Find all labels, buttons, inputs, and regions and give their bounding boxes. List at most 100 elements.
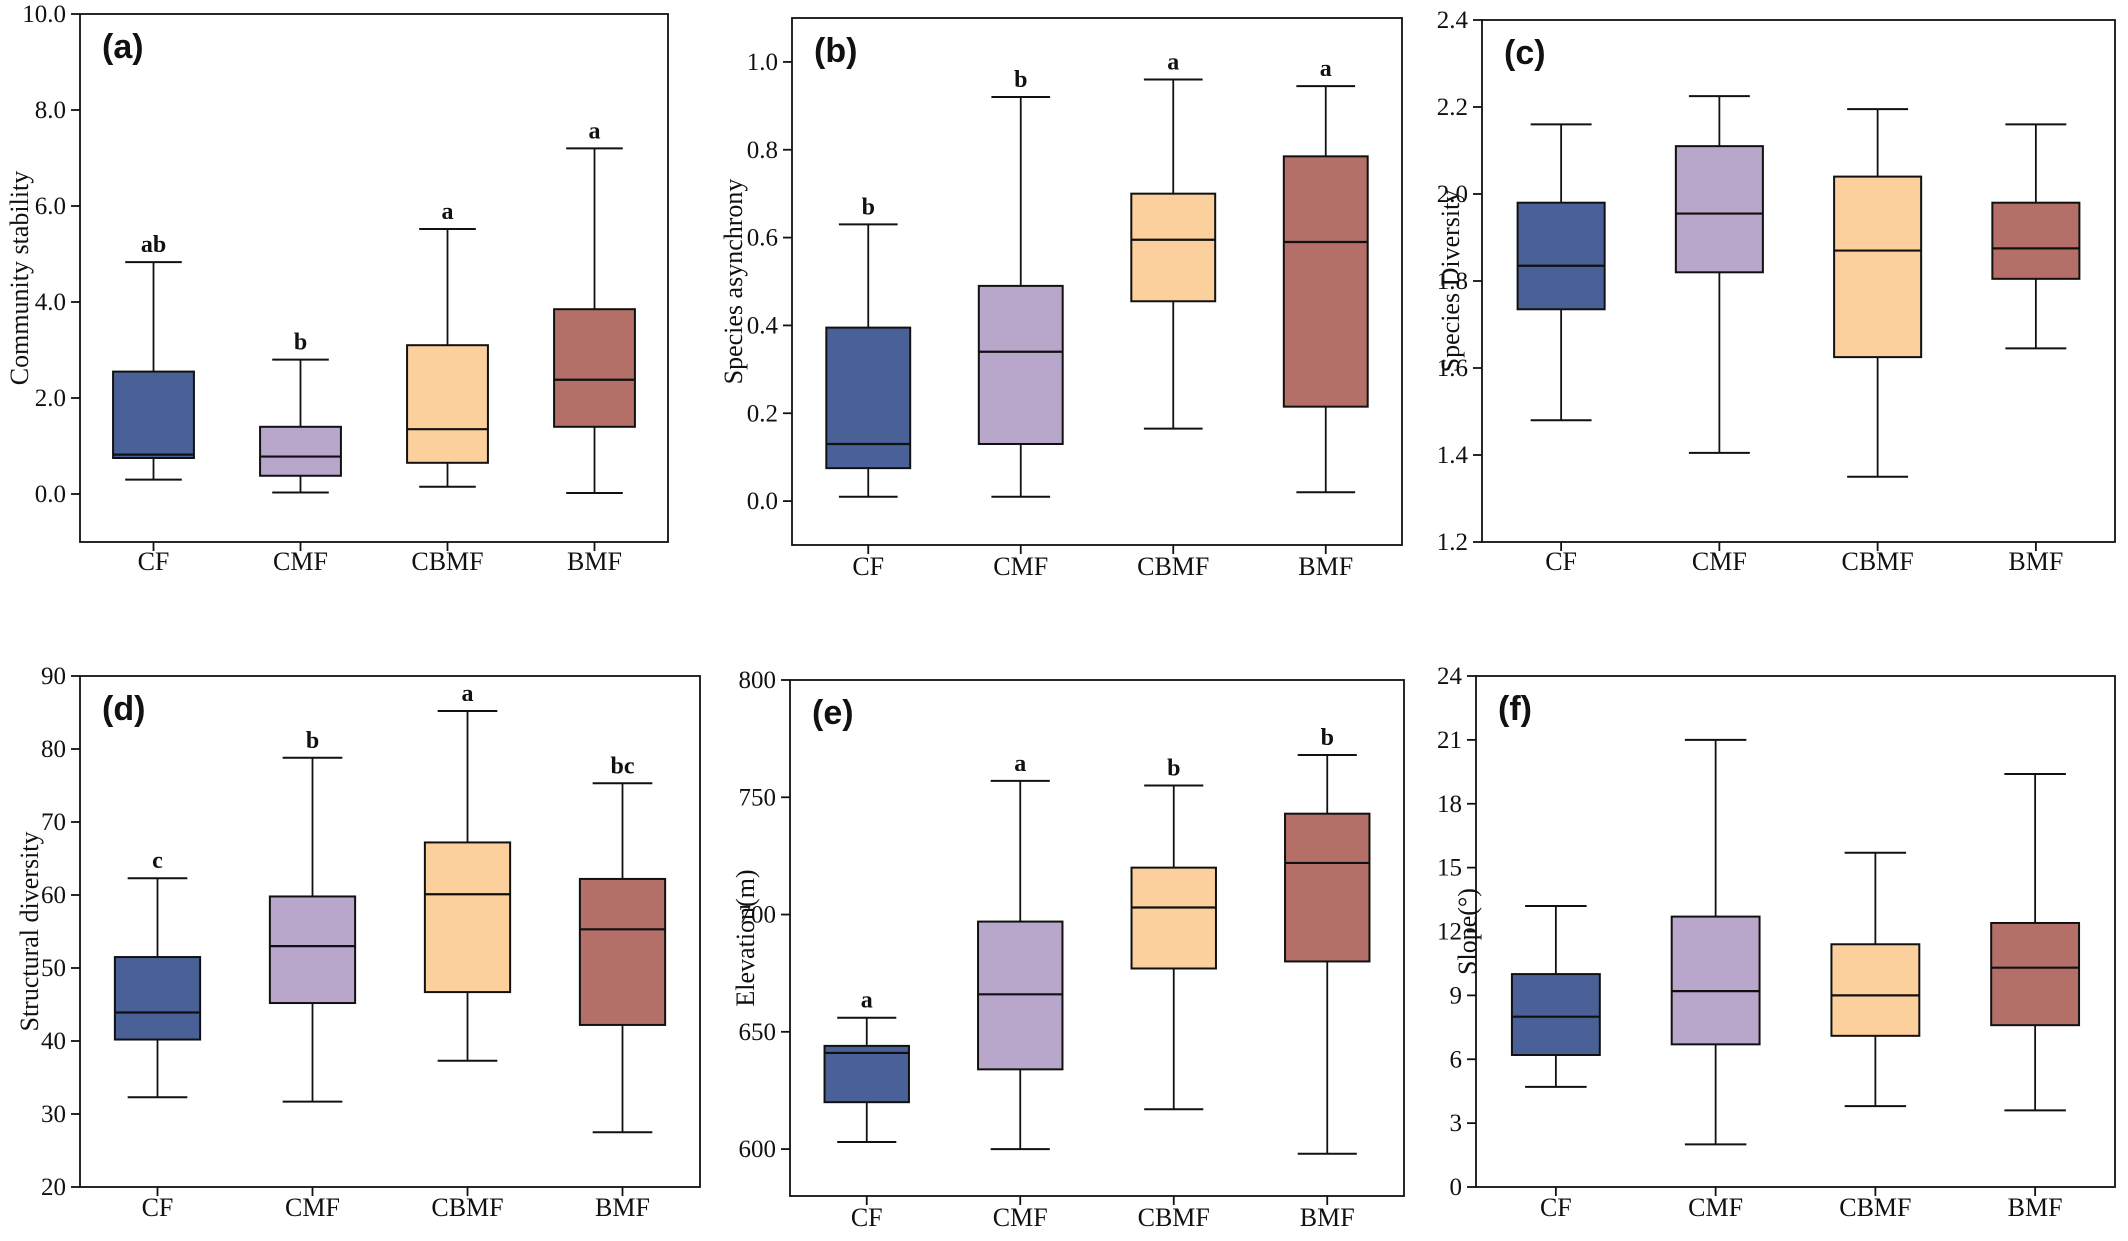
x-category-label: CF	[142, 1193, 174, 1222]
iqr-box	[1991, 201, 2081, 280]
box-bmf: BMF	[1991, 123, 2081, 576]
y-tick-label: 3	[1450, 1110, 1463, 1137]
x-category-label: CF	[1545, 547, 1577, 576]
y-tick-label: 90	[41, 663, 66, 690]
x-category-label: CBMF	[1841, 547, 1913, 576]
box-cf: CF	[1516, 123, 1606, 576]
x-category-label: BMF	[2008, 547, 2063, 576]
y-tick-label: 1.2	[1437, 529, 1468, 556]
y-tick-label: 8.0	[35, 97, 66, 124]
y-axis-title: Community stability	[5, 171, 34, 386]
iqr-box	[578, 877, 667, 1026]
iqr-box	[1674, 145, 1764, 274]
significance-label: b	[862, 194, 875, 220]
box-cmf: b CMF	[259, 330, 342, 576]
x-category-label: CMF	[285, 1193, 340, 1222]
y-tick-label: 15	[1437, 855, 1462, 882]
iqr-box	[423, 841, 512, 994]
box-cf: ab CF	[112, 232, 195, 576]
box-cbmf: a CBMF	[406, 199, 489, 576]
box-cmf: CMF	[1674, 95, 1764, 576]
iqr-box	[1830, 943, 1921, 1037]
significance-label: a	[861, 988, 873, 1014]
iqr-box	[1130, 866, 1217, 970]
x-category-label: CMF	[993, 552, 1048, 581]
y-tick-label: 0.4	[747, 312, 779, 339]
significance-label: bc	[611, 753, 635, 779]
iqr-box	[825, 326, 912, 470]
y-tick-label: 1.4	[1437, 442, 1469, 469]
significance-label: a	[1014, 751, 1026, 777]
panel-label: (e)	[812, 694, 854, 732]
y-tick-label: 24	[1437, 663, 1463, 690]
iqr-box	[112, 370, 195, 460]
y-tick-label: 18	[1437, 791, 1462, 818]
panel-label: (a)	[102, 28, 144, 66]
box-cmf: a CMF	[977, 751, 1064, 1232]
significance-label: c	[152, 848, 163, 874]
box-cmf: CMF	[1670, 738, 1761, 1222]
y-tick-label: 2.4	[1437, 7, 1469, 34]
x-category-label: CMF	[1688, 1193, 1743, 1222]
y-tick-label: 80	[41, 736, 66, 763]
panel-label: (b)	[814, 32, 857, 70]
box-bmf: b BMF	[1284, 725, 1371, 1232]
x-category-label: CMF	[273, 547, 328, 576]
y-tick-label: 2.0	[1437, 181, 1468, 208]
significance-label: a	[1320, 56, 1332, 82]
box-cmf: b CMF	[977, 67, 1064, 581]
iqr-box	[259, 425, 342, 477]
panel-label: (f)	[1498, 690, 1532, 728]
box-bmf: a BMF	[553, 118, 636, 576]
y-axis-title: Species asynchrony	[719, 179, 748, 385]
panel-label: (c)	[1504, 34, 1546, 72]
y-tick-label: 10.0	[22, 1, 66, 28]
box-cbmf: a CBMF	[1130, 49, 1217, 581]
iqr-box	[1510, 973, 1601, 1056]
significance-label: a	[589, 118, 601, 144]
box-cbmf: CBMF	[1830, 851, 1921, 1222]
panel-a: 0.0 2.0 4.0 6.0 8.0 10.0 Community stability (a…	[5, 1, 669, 576]
iqr-box	[406, 344, 489, 464]
significance-label: b	[1014, 67, 1027, 93]
panel-f: 0 3 6 9 12 15 18 21 24 Slope(°) (f) CF CMF CBMF BMF	[1437, 663, 2116, 1222]
x-category-label: BMF	[1300, 1203, 1355, 1232]
significance-label: b	[294, 330, 307, 356]
y-axis-title: Species Diversity	[1436, 190, 1465, 373]
iqr-box	[1990, 921, 2081, 1027]
y-tick-label: 40	[41, 1028, 66, 1055]
x-category-label: CMF	[1692, 547, 1747, 576]
y-axis-title: Structural diversity	[15, 831, 44, 1031]
panel-label: (d)	[102, 690, 145, 728]
y-tick-label: 60	[41, 882, 66, 909]
panel-b: 0.0 0.2 0.4 0.6 0.8 1.0 Species asynchrony (b) b…	[719, 17, 1403, 581]
x-category-label: CF	[1540, 1193, 1572, 1222]
y-tick-label: 750	[739, 784, 777, 811]
y-tick-label: 0.8	[747, 137, 778, 164]
y-tick-label: 600	[739, 1136, 777, 1163]
y-tick-label: 1.6	[1437, 355, 1468, 382]
iqr-box	[1284, 812, 1371, 963]
y-tick-label: 0.0	[747, 488, 778, 515]
y-tick-label: 700	[739, 902, 777, 929]
iqr-box	[1516, 201, 1606, 311]
plot-frame	[79, 675, 701, 1188]
y-tick-label: 2.2	[1437, 94, 1468, 121]
y-tick-label: 4.0	[35, 289, 66, 316]
plot-frame	[789, 679, 1405, 1197]
iqr-box	[977, 920, 1064, 1071]
y-tick-label: 20	[41, 1174, 66, 1201]
box-cmf: b CMF	[268, 728, 357, 1222]
x-category-label: CBMF	[1839, 1193, 1911, 1222]
x-category-label: BMF	[1298, 552, 1353, 581]
significance-label: a	[442, 199, 454, 225]
y-tick-label: 0	[1450, 1174, 1463, 1201]
y-axis-title: Elevation(m)	[731, 869, 760, 1006]
significance-label: b	[1321, 725, 1334, 751]
box-cbmf: CBMF	[1833, 108, 1923, 576]
x-category-label: BMF	[595, 1193, 650, 1222]
iqr-box	[823, 1044, 910, 1104]
y-tick-label: 0.2	[747, 400, 778, 427]
y-tick-label: 30	[41, 1101, 66, 1128]
